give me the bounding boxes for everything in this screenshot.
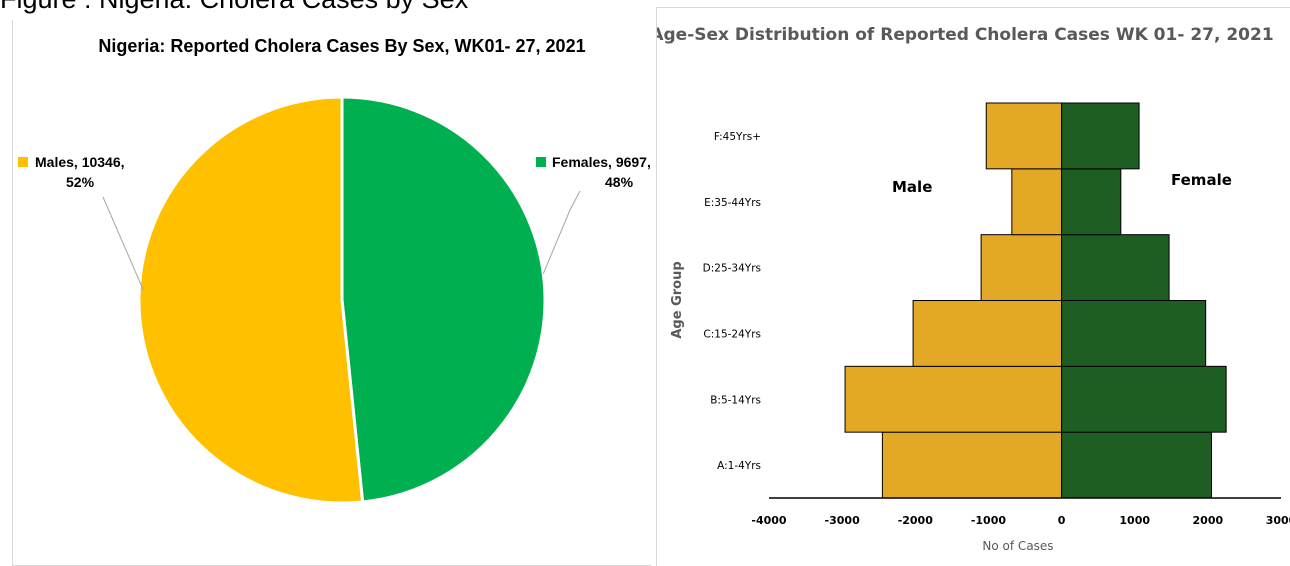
bar-male-e (1011, 168, 1063, 236)
x-tick-label: -1000 (971, 514, 1007, 527)
leader-line-males (102, 196, 144, 291)
bar-male-c (912, 300, 1063, 367)
y-category-label: C:15-24Yrs (703, 328, 761, 340)
annotation-female: Female (1171, 171, 1232, 189)
slice-label-females: Females, 9697, (552, 154, 651, 170)
y-axis-title: Age Group (670, 261, 685, 338)
slice-label-males: Males, 10346, (35, 154, 125, 170)
bar-male-d (980, 234, 1063, 302)
y-category-label: E:35-44Yrs (704, 197, 761, 209)
pie-chart-panel: Nigeria: Reported Cholera Cases By Sex, … (12, 20, 651, 566)
slice-label-females-percent: 48% (605, 174, 634, 190)
age-sex-pyramid-chart: Age-Sex Distribution of Reported Cholera… (657, 25, 1290, 553)
y-category-label: A:1-4Yrs (717, 460, 761, 472)
x-tick-label: 3000 (1266, 514, 1290, 527)
x-tick-label: 0 (1058, 514, 1066, 527)
y-category-label: D:25-34Yrs (703, 263, 761, 275)
x-tick-label: -2000 (898, 514, 934, 527)
bar-female-d (1061, 234, 1170, 302)
bar-female-b (1061, 365, 1227, 433)
bar-male-f (985, 102, 1063, 170)
pyramid-chart-title: Age-Sex Distribution of Reported Cholera… (657, 25, 1274, 45)
legend-swatch-females (536, 157, 546, 167)
pie-chart-title: Nigeria: Reported Cholera Cases By Sex, … (98, 36, 585, 56)
pie-chart: Nigeria: Reported Cholera Cases By Sex, … (18, 36, 651, 505)
x-tick-label: -3000 (825, 514, 861, 527)
y-category-label: F:45Yrs+ (714, 131, 761, 143)
pie-slice-males (137, 95, 365, 505)
bar-male-a (881, 431, 1063, 499)
slice-label-males-percent: 52% (66, 174, 95, 190)
bar-female-a (1061, 431, 1213, 499)
y-category-label: B:5-14Yrs (710, 394, 761, 406)
bar-female-e (1061, 168, 1122, 236)
x-axis-title: No of Cases (982, 539, 1053, 553)
page-heading: Figure : Nigeria: Cholera Cases by Sex (0, 0, 468, 15)
legend-swatch-males (18, 157, 28, 167)
annotation-male: Male (892, 178, 932, 196)
x-tick-label: 2000 (1193, 514, 1224, 527)
bar-male-b (844, 365, 1063, 433)
bar-female-c (1061, 300, 1207, 367)
pyramid-chart-panel: Age-Sex Distribution of Reported Cholera… (656, 7, 1290, 566)
leader-line-females (542, 190, 581, 274)
x-tick-label: -4000 (751, 514, 787, 527)
pie-slice-females (340, 95, 547, 504)
bar-female-f (1061, 102, 1140, 170)
x-tick-label: 1000 (1119, 514, 1150, 527)
